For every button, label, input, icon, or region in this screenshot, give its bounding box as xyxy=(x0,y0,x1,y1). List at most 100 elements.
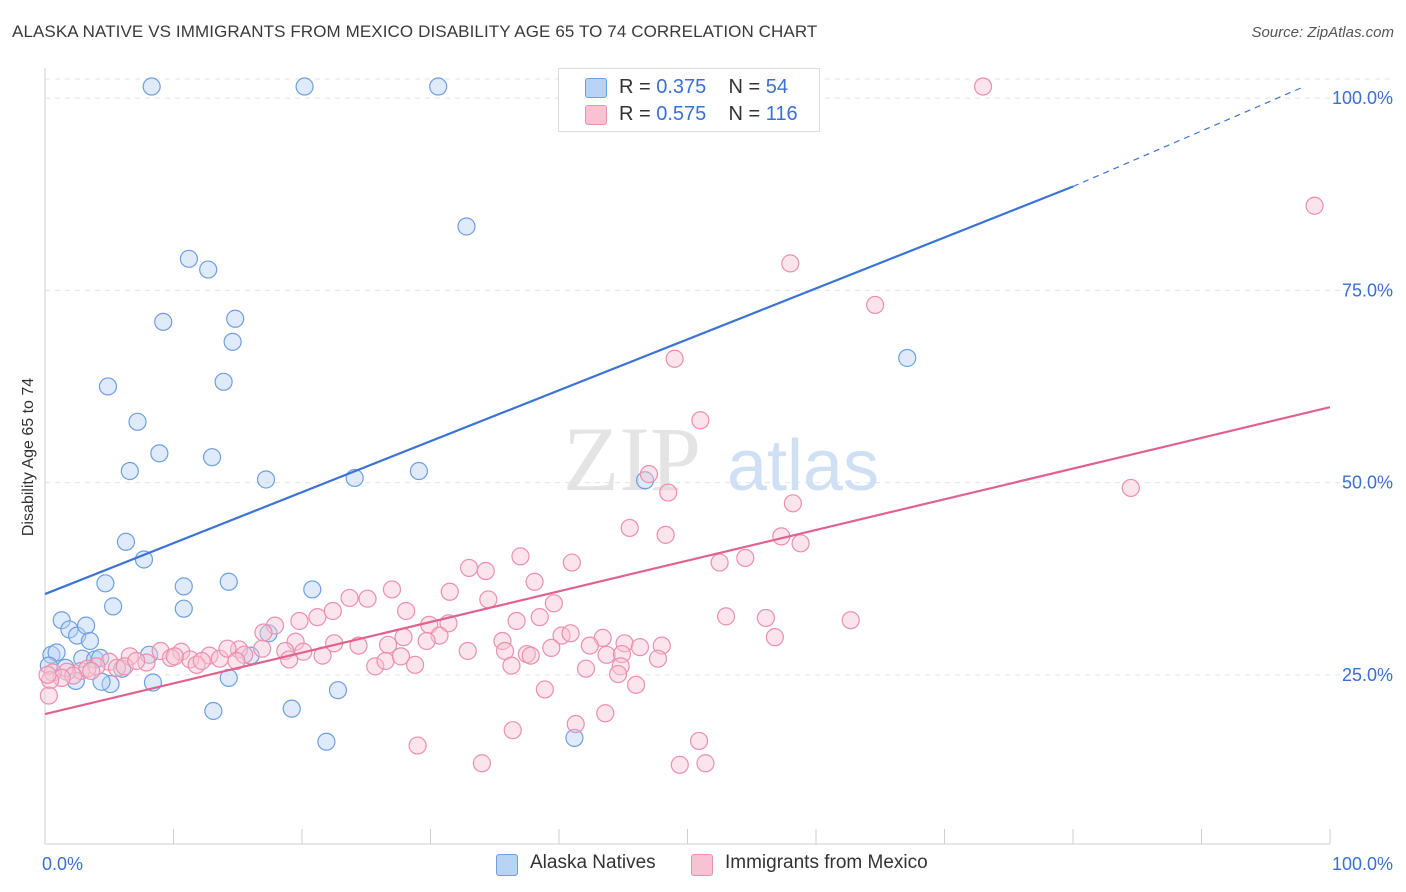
data-point xyxy=(535,680,554,699)
data-point xyxy=(756,608,775,628)
data-point xyxy=(1305,196,1324,215)
data-point xyxy=(214,372,233,391)
data-point xyxy=(38,665,57,684)
data-point xyxy=(120,461,139,481)
data-point xyxy=(174,599,193,618)
legend-n-label: N = xyxy=(728,76,761,98)
data-point xyxy=(218,639,237,658)
data-point xyxy=(511,547,530,566)
data-point xyxy=(521,646,540,665)
data-point xyxy=(659,483,678,502)
data-point xyxy=(396,601,416,621)
data-point xyxy=(394,628,413,647)
data-point xyxy=(615,634,634,653)
data-point xyxy=(303,580,322,599)
stats-legend: R = 0.375 N = 54 R = 0.575 N = 116 xyxy=(558,68,820,132)
data-point xyxy=(64,666,83,685)
data-point xyxy=(115,657,134,676)
data-point xyxy=(476,561,495,581)
data-point xyxy=(150,444,169,463)
y-tick-label: 100.0% xyxy=(1332,88,1393,108)
trend-line-alaska-natives xyxy=(44,185,1074,596)
data-point xyxy=(609,664,628,684)
data-point xyxy=(77,616,96,635)
data-point xyxy=(716,607,736,626)
data-point xyxy=(736,548,755,568)
data-point xyxy=(82,661,101,681)
data-point xyxy=(107,658,127,677)
data-point xyxy=(472,754,491,773)
data-point xyxy=(52,611,71,630)
data-point xyxy=(507,611,526,631)
data-point xyxy=(52,668,71,687)
data-point xyxy=(691,411,710,430)
data-point xyxy=(286,632,305,651)
data-point xyxy=(561,624,580,643)
data-point xyxy=(597,645,616,664)
data-point xyxy=(580,636,599,655)
data-point xyxy=(358,589,377,608)
data-point xyxy=(254,623,273,642)
data-point xyxy=(791,534,810,553)
data-point xyxy=(781,254,800,273)
data-point xyxy=(219,572,238,591)
data-point xyxy=(199,260,218,279)
data-point xyxy=(151,641,170,661)
bottom-legend-swatch-blue xyxy=(496,854,518,876)
data-point xyxy=(282,699,301,718)
trend-lines xyxy=(44,85,1331,716)
data-point xyxy=(409,461,429,481)
data-point xyxy=(174,577,193,596)
data-point xyxy=(639,465,659,484)
data-point xyxy=(253,639,272,658)
data-point xyxy=(366,657,385,676)
axes xyxy=(44,68,1331,845)
x-tick-label: 100.0% xyxy=(1332,854,1393,874)
data-point xyxy=(544,594,563,613)
data-point xyxy=(202,448,222,467)
data-point xyxy=(596,704,615,723)
data-point xyxy=(165,647,184,666)
data-point xyxy=(898,348,917,368)
data-point xyxy=(1121,478,1140,498)
data-point xyxy=(710,553,729,572)
legend-r-value-blue: 0.375 xyxy=(656,76,707,98)
data-point xyxy=(382,580,402,599)
trend-line-immigrants-from-mexico xyxy=(44,406,1331,716)
data-point xyxy=(295,77,314,96)
data-point xyxy=(458,641,477,661)
bottom-legend-label-blue: Alaska Natives xyxy=(530,852,656,873)
bottom-legend-label-pink: Immigrants from Mexico xyxy=(725,852,928,873)
data-point xyxy=(566,714,585,734)
data-point xyxy=(116,532,136,551)
data-point xyxy=(576,659,596,678)
y-tick-label: 75.0% xyxy=(1342,280,1393,300)
data-point xyxy=(620,518,639,538)
legend-r-value-pink: 0.575 xyxy=(656,103,707,125)
trend-line-alaska-natives-projection xyxy=(1072,85,1305,188)
data-point xyxy=(376,651,395,671)
data-point xyxy=(689,731,709,751)
data-point xyxy=(128,412,147,431)
data-point xyxy=(665,349,684,368)
data-point xyxy=(530,608,549,627)
legend-n-label: N = xyxy=(728,103,761,125)
data-point xyxy=(391,647,411,666)
data-point xyxy=(91,648,110,668)
data-point xyxy=(80,631,100,651)
watermark: ZIP atlas xyxy=(563,408,879,510)
x-tick-label: 0.0% xyxy=(42,854,83,874)
data-point xyxy=(127,651,146,671)
data-point xyxy=(696,754,715,773)
legend-r-label: R = xyxy=(619,76,651,98)
data-point xyxy=(973,77,993,96)
grid-lines xyxy=(45,78,1390,676)
data-point xyxy=(783,494,802,513)
data-point xyxy=(405,655,425,674)
data-point xyxy=(502,656,521,675)
data-point xyxy=(328,681,348,700)
legend-r-label: R = xyxy=(619,103,651,125)
data-point xyxy=(340,588,359,608)
data-point xyxy=(479,590,498,609)
data-point xyxy=(565,728,584,747)
